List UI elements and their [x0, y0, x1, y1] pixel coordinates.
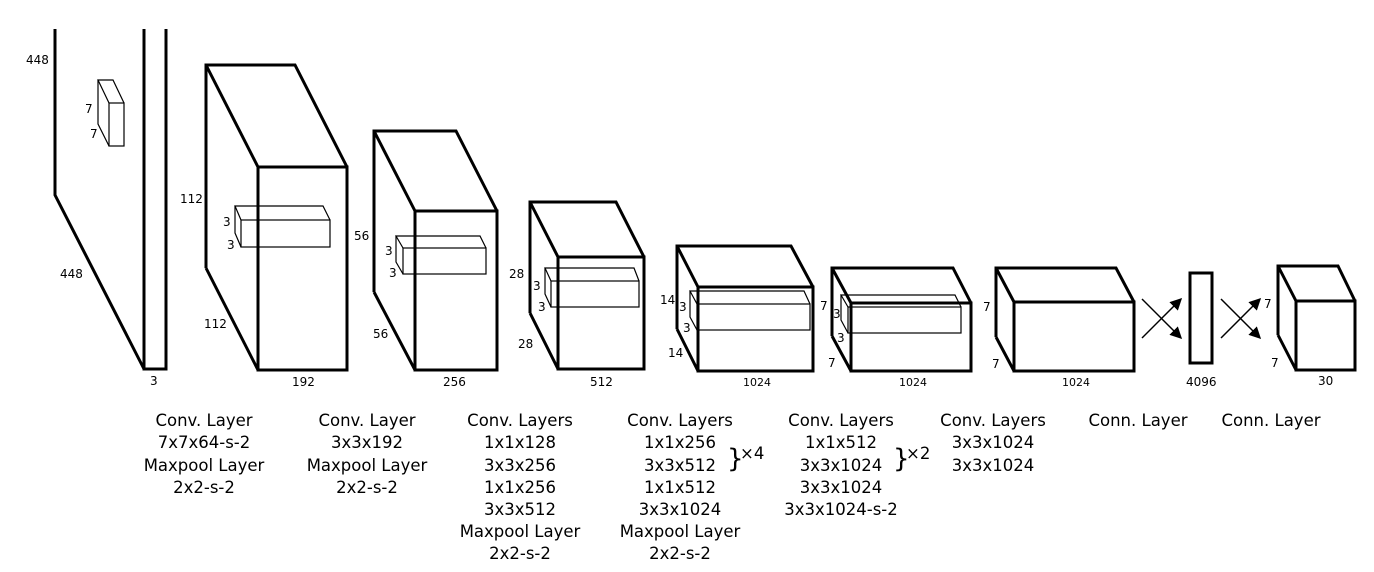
block2-depth-label: 256: [443, 375, 466, 389]
block2-height-label: 56: [354, 229, 369, 243]
block4-kernel-h-label: 3: [679, 300, 687, 314]
caption-line: Maxpool Layer: [307, 456, 428, 475]
block1-kernel-w-label: 3: [227, 238, 235, 252]
caption-2: Conv. Layer 3x3x192 Maxpool Layer 2x2-s-…: [307, 411, 428, 497]
caption-line: 3x3x512: [644, 456, 716, 475]
block1-kernel-h-label: 3: [223, 215, 231, 229]
input-depth-label: 3: [150, 374, 158, 388]
fc-layer-4096: 4096: [1186, 271, 1217, 389]
block5-width-label: 7: [828, 356, 836, 370]
caption-line: Conn. Layer: [1221, 411, 1320, 430]
block4-depth-label: 1024: [743, 376, 771, 389]
input-kernel-h-label: 7: [85, 102, 93, 116]
caption-line: 3x3x1024: [800, 456, 883, 475]
caption-line: Conv. Layers: [940, 411, 1046, 430]
caption-line: 2x2-s-2: [173, 478, 235, 497]
block5-kernel-w-label: 3: [837, 331, 845, 345]
conv-block-4: 14 3 3 14 1024: [660, 244, 815, 389]
input-height-label: 448: [26, 53, 49, 67]
caption-line: 3x3x512: [484, 500, 556, 519]
caption-line: 1x1x256: [484, 478, 556, 497]
arrow-icon: [1141, 297, 1183, 339]
block4-height-label: 14: [660, 293, 675, 307]
caption-line: 3x3x1024: [952, 433, 1035, 452]
repeat-count-label: ×4: [740, 444, 764, 463]
block3-kernel-w-label: 3: [538, 300, 546, 314]
output-depth-label: 30: [1318, 374, 1333, 388]
caption-5: Conv. Layers 1x1x512 3x3x1024 3x3x1024 3…: [784, 411, 930, 519]
full-connection-arrows-1: [1141, 297, 1183, 340]
caption-4: Conv. Layers 1x1x256 3x3x512 1x1x512 3x3…: [620, 411, 765, 563]
caption-line: 3x3x1024: [952, 456, 1035, 475]
conv-block-3: 28 3 3 28 512: [509, 200, 646, 389]
caption-line: Conv. Layers: [627, 411, 733, 430]
caption-line: 3x3x1024-s-2: [784, 500, 898, 519]
caption-line: 3x3x256: [484, 456, 556, 475]
block1-height-label: 112: [180, 192, 203, 206]
block5-height-label: 7: [820, 299, 828, 313]
block5-kernel-h-label: 3: [833, 307, 841, 321]
caption-line: 1x1x512: [805, 433, 877, 452]
repeat-count-label: ×2: [906, 444, 930, 463]
caption-line: 2x2-s-2: [336, 478, 398, 497]
caption-line: 1x1x256: [644, 433, 716, 452]
caption-8: Conn. Layer: [1221, 411, 1320, 430]
output-height-label: 7: [1264, 297, 1272, 311]
block6-height-label: 7: [983, 300, 991, 314]
caption-line: Maxpool Layer: [620, 522, 741, 541]
caption-3: Conv. Layers 1x1x128 3x3x256 1x1x256 3x3…: [460, 411, 581, 563]
caption-line: Conn. Layer: [1088, 411, 1187, 430]
input-kernel-w-label: 7: [90, 127, 98, 141]
block1-width-label: 112: [204, 317, 227, 331]
caption-line: 3x3x1024: [800, 478, 883, 497]
caption-line: 2x2-s-2: [649, 544, 711, 563]
caption-6: Conv. Layers 3x3x1024 3x3x1024: [940, 411, 1046, 475]
caption-line: 1x1x512: [644, 478, 716, 497]
output-volume: 7 7 30: [1264, 264, 1357, 388]
block1-depth-label: 192: [292, 375, 315, 389]
block2-width-label: 56: [373, 327, 388, 341]
conv-block-2: 56 3 3 56 256: [354, 129, 499, 389]
conv-block-5: 7 3 3 7 1024: [820, 266, 973, 389]
conv-block-6: 7 7 1024: [983, 266, 1136, 389]
block4-kernel-w-label: 3: [683, 321, 691, 335]
caption-line: 3x3x192: [331, 433, 403, 452]
caption-line: 2x2-s-2: [489, 544, 551, 563]
conv-block-1: 112 3 3 112 192: [180, 63, 349, 389]
caption-line: 1x1x128: [484, 433, 556, 452]
block3-width-label: 28: [518, 337, 533, 351]
caption-line: Conv. Layers: [467, 411, 573, 430]
repeat-brace-icon: }: [727, 444, 744, 474]
caption-7: Conn. Layer: [1088, 411, 1187, 430]
caption-line: Maxpool Layer: [460, 522, 581, 541]
caption-line: Conv. Layer: [155, 411, 252, 430]
block3-kernel-h-label: 3: [533, 279, 541, 293]
block6-depth-label: 1024: [1062, 376, 1090, 389]
input-width-label: 448: [60, 267, 83, 281]
block2-kernel-h-label: 3: [385, 244, 393, 258]
block6-width-label: 7: [992, 357, 1000, 371]
block2-kernel-w-label: 3: [389, 266, 397, 280]
caption-line: 7x7x64-s-2: [158, 433, 251, 452]
caption-1: Conv. Layer 7x7x64-s-2 Maxpool Layer 2x2…: [144, 411, 265, 497]
caption-line: Conv. Layer: [318, 411, 415, 430]
block3-height-label: 28: [509, 267, 524, 281]
caption-line: Conv. Layers: [788, 411, 894, 430]
caption-line: 3x3x1024: [639, 500, 722, 519]
caption-line: Maxpool Layer: [144, 456, 265, 475]
arrow-icon: [1220, 297, 1262, 339]
block4-width-label: 14: [668, 346, 683, 360]
block5-depth-label: 1024: [899, 376, 927, 389]
input-volume: 448 7 7 448 3: [26, 29, 168, 388]
fc-depth-label: 4096: [1186, 375, 1217, 389]
repeat-brace-icon: }: [893, 444, 910, 474]
full-connection-arrows-2: [1220, 297, 1262, 340]
block3-depth-label: 512: [590, 375, 613, 389]
output-width-label: 7: [1271, 356, 1279, 370]
